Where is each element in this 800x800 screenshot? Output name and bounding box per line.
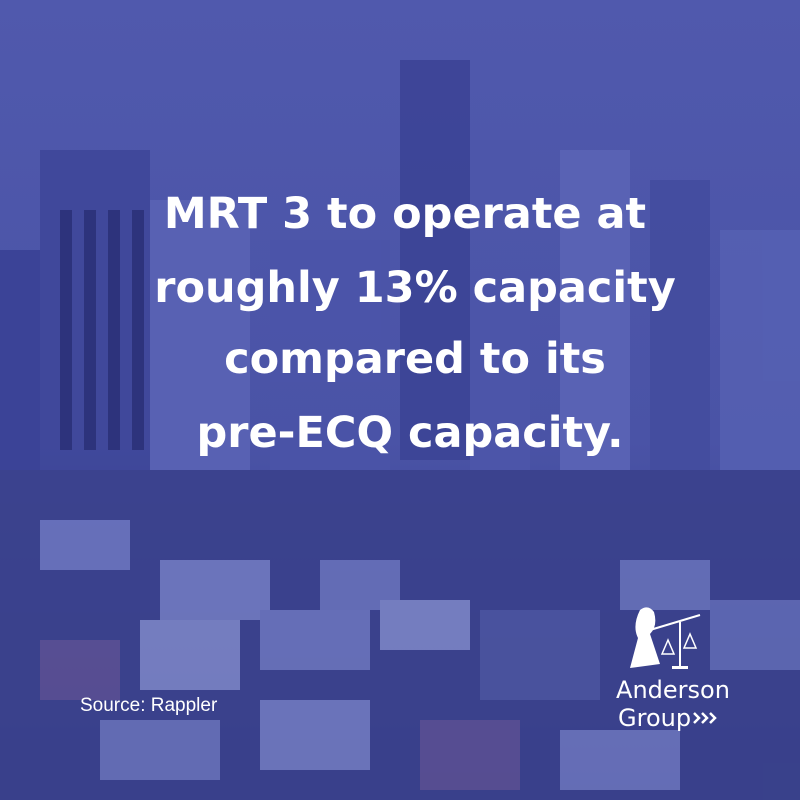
headline-line: roughly 13% capacity bbox=[154, 263, 676, 313]
headline-line: compared to its bbox=[224, 334, 606, 384]
headline-line: MRT 3 to operate at bbox=[164, 189, 646, 239]
logo: Anderson Group bbox=[616, 607, 730, 732]
headline: MRT 3 to operate at roughly 13% capacity… bbox=[154, 189, 676, 458]
logo-name: Anderson bbox=[616, 676, 730, 704]
source: Source: Rappler bbox=[80, 695, 218, 716]
logo-emblem bbox=[630, 607, 701, 669]
headline-line: pre-ECQ capacity. bbox=[197, 408, 624, 458]
logo-arrows bbox=[693, 712, 717, 724]
cityscape bbox=[0, 60, 800, 800]
logo-name: Group bbox=[618, 704, 691, 732]
